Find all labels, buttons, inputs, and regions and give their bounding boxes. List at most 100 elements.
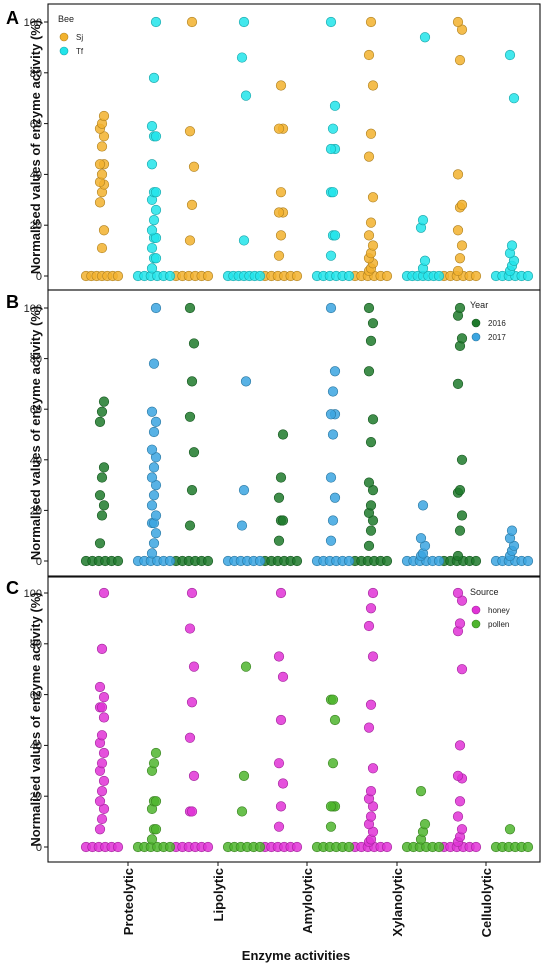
data-point [184, 302, 196, 314]
data-point [94, 197, 106, 208]
data-point [454, 618, 466, 629]
data-point [148, 215, 160, 226]
data-point [367, 587, 379, 599]
data-point [325, 16, 337, 28]
data-point [94, 416, 106, 427]
data-point [456, 333, 468, 344]
data-point [202, 841, 214, 853]
data-point [184, 411, 196, 422]
data-point [96, 758, 108, 769]
data-point [454, 740, 466, 751]
y-tick-label: 20 [30, 791, 42, 803]
data-point [329, 366, 341, 377]
data-point [275, 472, 287, 483]
data-point [381, 841, 393, 853]
data-point [365, 500, 377, 511]
x-tick-label: Amylolytic [300, 868, 315, 934]
data-point [96, 169, 108, 180]
data-point [291, 270, 303, 282]
data-point [96, 242, 108, 254]
data-point [452, 587, 464, 599]
data-point [325, 472, 337, 483]
data-point [275, 187, 287, 198]
legend-swatch [59, 46, 69, 56]
data-point [273, 535, 285, 546]
data-point [365, 786, 377, 797]
legend-swatch [471, 332, 481, 342]
data-point [150, 302, 162, 314]
data-point [363, 230, 375, 241]
data-point [456, 454, 468, 465]
data-point [150, 747, 162, 759]
data-point [273, 123, 285, 134]
data-point [186, 199, 198, 210]
data-point [275, 230, 287, 241]
data-point [275, 801, 287, 812]
data-point [504, 49, 516, 61]
data-point [186, 806, 198, 817]
series-2017 [132, 302, 534, 567]
data-point [96, 141, 108, 152]
legend-label: honey [488, 606, 510, 615]
data-point [94, 796, 106, 807]
y-tick-label: 60 [30, 404, 42, 416]
data-point [504, 824, 516, 835]
data-point [343, 555, 355, 567]
data-point [327, 187, 339, 198]
data-point [363, 151, 375, 162]
data-point [273, 492, 285, 503]
data-point [236, 520, 248, 531]
data-point [98, 775, 110, 787]
data-point [150, 131, 162, 142]
data-point [98, 587, 110, 599]
data-point [254, 841, 266, 853]
panel-frame [47, 576, 541, 863]
data-point [273, 651, 285, 662]
data-point [186, 16, 198, 28]
data-point [367, 414, 379, 425]
data-point [240, 661, 252, 672]
data-point [329, 100, 341, 111]
data-point [277, 671, 289, 682]
data-point [329, 230, 341, 241]
data-point [506, 240, 518, 251]
data-point [381, 270, 393, 282]
data-point [367, 763, 379, 774]
data-point [454, 485, 466, 496]
data-point [454, 54, 466, 66]
data-point [275, 80, 287, 91]
data-point [365, 603, 377, 614]
data-point [240, 90, 252, 101]
data-point [327, 386, 339, 397]
data-point [164, 555, 176, 567]
data-point [433, 841, 445, 853]
data-point [96, 643, 108, 654]
data-point [470, 841, 482, 853]
data-point [150, 528, 162, 539]
data-point [236, 52, 248, 63]
data-point [329, 714, 341, 726]
data-point [363, 540, 375, 551]
data-point [96, 406, 108, 417]
y-tick-label: 0 [36, 556, 42, 568]
data-point [415, 786, 427, 797]
data-point [522, 555, 534, 567]
legend-label: Sj [76, 33, 83, 42]
data-point [98, 110, 110, 122]
series-pollen [132, 661, 534, 853]
data-point [146, 121, 158, 132]
data-point [456, 824, 468, 835]
data-point [98, 396, 110, 407]
data-point [277, 778, 289, 789]
data-point [146, 548, 158, 559]
data-point [291, 841, 303, 853]
data-point [454, 796, 466, 807]
data-point [367, 80, 379, 91]
y-tick-label: 40 [30, 455, 42, 467]
data-point [238, 485, 250, 496]
